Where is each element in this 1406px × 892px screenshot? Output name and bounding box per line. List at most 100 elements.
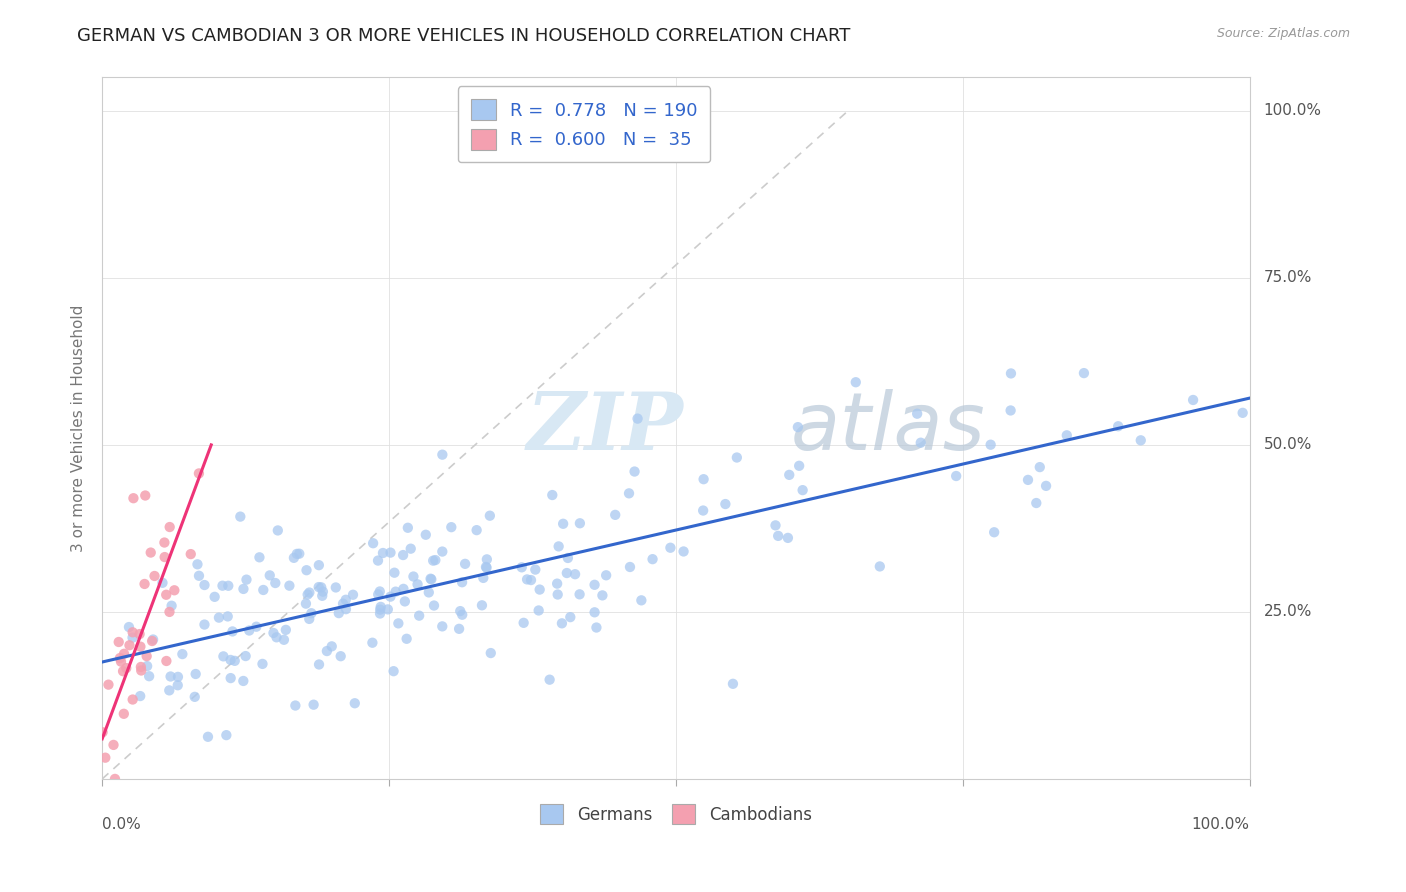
- Point: [454, 557, 477, 571]
- Point: [605, 508, 627, 522]
- Y-axis label: 3 or more Vehicles in Household: 3 or more Vehicles in Household: [72, 304, 86, 552]
- Point: [118, 638, 141, 652]
- Point: [475, 552, 498, 566]
- Point: [787, 458, 810, 473]
- Point: [329, 649, 352, 664]
- Point: [121, 631, 143, 645]
- Point: [1129, 434, 1152, 448]
- Point: [219, 653, 242, 667]
- Point: [465, 523, 488, 537]
- Point: [399, 541, 422, 556]
- Point: [478, 508, 501, 523]
- Point: [278, 579, 301, 593]
- Point: [425, 553, 447, 567]
- Point: [297, 588, 319, 602]
- Point: [155, 654, 177, 668]
- Point: [159, 605, 181, 619]
- Point: [418, 585, 440, 599]
- Point: [97, 678, 120, 692]
- Point: [1000, 403, 1022, 417]
- Point: [479, 646, 502, 660]
- Point: [1035, 479, 1057, 493]
- Point: [415, 528, 437, 542]
- Point: [188, 568, 211, 582]
- Point: [134, 577, 156, 591]
- Point: [869, 559, 891, 574]
- Point: [725, 450, 748, 465]
- Point: [204, 590, 226, 604]
- Point: [910, 435, 932, 450]
- Point: [94, 750, 117, 764]
- Point: [121, 625, 143, 640]
- Point: [264, 576, 287, 591]
- Point: [103, 738, 125, 752]
- Point: [583, 578, 606, 592]
- Point: [541, 488, 564, 502]
- Point: [135, 649, 157, 664]
- Point: [308, 558, 330, 573]
- Point: [623, 465, 645, 479]
- Point: [197, 730, 219, 744]
- Point: [432, 448, 454, 462]
- Point: [153, 535, 176, 549]
- Point: [423, 599, 446, 613]
- Point: [524, 563, 547, 577]
- Point: [547, 588, 569, 602]
- Point: [367, 553, 389, 567]
- Point: [187, 467, 209, 481]
- Point: [219, 671, 242, 685]
- Point: [163, 583, 186, 598]
- Point: [112, 664, 135, 678]
- Point: [692, 503, 714, 517]
- Point: [107, 635, 129, 649]
- Point: [232, 673, 254, 688]
- Text: 100.0%: 100.0%: [1264, 103, 1322, 119]
- Point: [786, 420, 808, 434]
- Point: [406, 577, 429, 591]
- Point: [104, 772, 127, 786]
- Point: [215, 728, 238, 742]
- Point: [766, 529, 789, 543]
- Point: [308, 580, 330, 594]
- Point: [129, 640, 152, 654]
- Point: [451, 575, 474, 590]
- Point: [471, 599, 494, 613]
- Point: [311, 589, 333, 603]
- Point: [266, 630, 288, 644]
- Point: [472, 571, 495, 585]
- Point: [118, 620, 141, 634]
- Point: [325, 581, 347, 595]
- Point: [387, 616, 409, 631]
- Point: [380, 546, 402, 560]
- Point: [396, 521, 419, 535]
- Point: [714, 497, 737, 511]
- Point: [1025, 496, 1047, 510]
- Point: [553, 516, 575, 531]
- Point: [274, 623, 297, 637]
- Point: [560, 610, 582, 624]
- Point: [626, 411, 648, 425]
- Point: [295, 563, 318, 577]
- Text: atlas: atlas: [790, 389, 986, 467]
- Point: [510, 560, 533, 574]
- Point: [905, 407, 928, 421]
- Point: [512, 615, 534, 630]
- Point: [312, 584, 335, 599]
- Point: [298, 585, 321, 599]
- Point: [141, 634, 163, 648]
- Point: [328, 606, 350, 620]
- Point: [377, 602, 399, 616]
- Point: [298, 612, 321, 626]
- Point: [778, 467, 800, 482]
- Point: [157, 683, 180, 698]
- Point: [273, 632, 295, 647]
- Point: [368, 602, 391, 616]
- Point: [122, 491, 145, 506]
- Point: [285, 547, 308, 561]
- Point: [402, 569, 425, 583]
- Point: [368, 584, 391, 599]
- Point: [136, 659, 159, 673]
- Point: [112, 647, 135, 661]
- Point: [184, 690, 207, 704]
- Point: [229, 509, 252, 524]
